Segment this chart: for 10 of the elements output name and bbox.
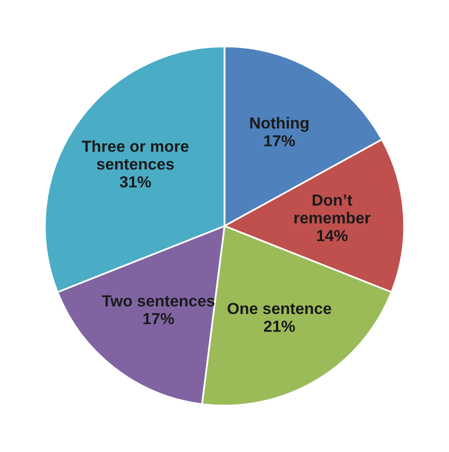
data-label: 14% <box>317 230 348 242</box>
slice-label: Three or more sentences <box>82 140 189 170</box>
slice-label: Don’t remember <box>294 194 370 224</box>
data-label: 17% <box>264 135 295 146</box>
slice-label: Two sentences <box>102 295 214 307</box>
slice-label: One sentence <box>228 302 332 314</box>
data-label: 17% <box>143 313 174 324</box>
data-label: 31% <box>120 176 151 188</box>
data-label: 21% <box>264 320 295 332</box>
slice-label: Nothing <box>250 116 308 132</box>
